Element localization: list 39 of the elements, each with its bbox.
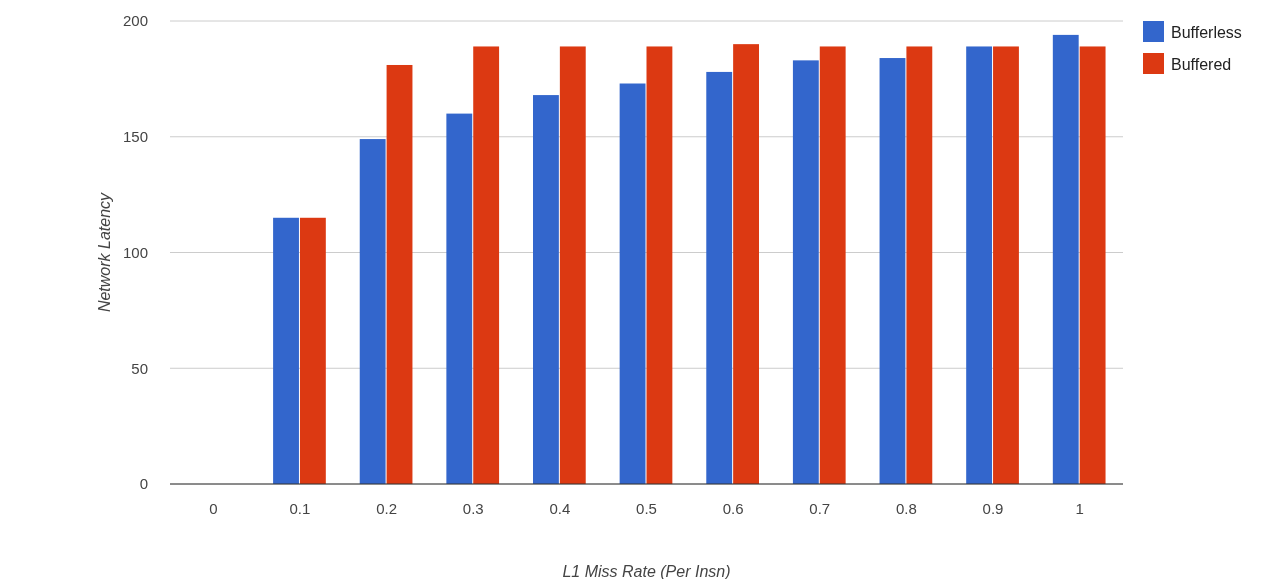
bar <box>993 46 1019 484</box>
bar <box>792 60 819 484</box>
x-tick-label: 0.7 <box>809 500 831 517</box>
x-tick-label: 0.4 <box>549 500 571 517</box>
bar <box>733 44 759 484</box>
bar <box>446 113 473 484</box>
x-tick-label: 1 <box>1075 500 1084 517</box>
bar <box>273 217 299 484</box>
x-tick-label: 0.6 <box>722 500 744 517</box>
y-tick-label: 150 <box>122 128 148 145</box>
y-tick-label: 50 <box>131 359 148 377</box>
x-tick-label: 0.9 <box>982 500 1004 517</box>
x-tick-label: 0.2 <box>376 500 398 517</box>
legend-label: Buffered <box>1171 55 1232 73</box>
bar <box>473 46 500 484</box>
bar <box>646 46 673 484</box>
x-tick-label: 0 <box>209 500 218 517</box>
x-tick-label: 0.3 <box>462 500 484 517</box>
bar <box>906 46 933 484</box>
x-tick-label: 0.5 <box>636 500 657 517</box>
bar <box>559 46 586 484</box>
bar <box>299 217 326 484</box>
legend-label: Bufferless <box>1171 23 1242 41</box>
y-tick-label: 200 <box>122 12 148 30</box>
bar <box>879 58 906 484</box>
x-tick-label: 0.1 <box>289 500 311 517</box>
bar <box>966 46 993 484</box>
y-tick-label: 100 <box>122 243 148 261</box>
bar <box>1079 46 1106 484</box>
y-tick-label: 0 <box>139 475 148 493</box>
bar <box>386 64 413 484</box>
bar <box>359 139 386 484</box>
bar <box>706 71 733 484</box>
bar <box>1052 34 1079 484</box>
x-tick-label: 0.8 <box>895 500 917 517</box>
bar <box>533 95 559 484</box>
bar <box>819 46 846 484</box>
y-axis-title: Network Latency <box>96 191 113 313</box>
bar <box>619 83 646 484</box>
